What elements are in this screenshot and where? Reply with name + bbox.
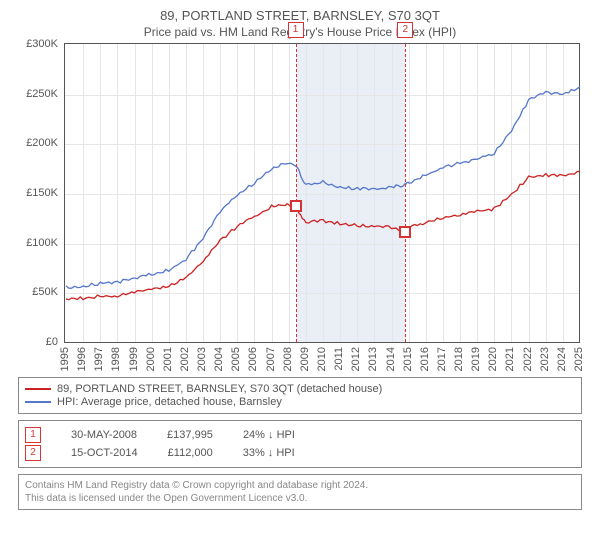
x-tick-label: 2012 [350, 347, 362, 371]
legend-row: 89, PORTLAND STREET, BARNSLEY, S70 3QT (… [25, 383, 575, 395]
x-tick-label: 1997 [93, 347, 105, 371]
x-tick-label: 2020 [487, 347, 499, 371]
legend-label: 89, PORTLAND STREET, BARNSLEY, S70 3QT (… [57, 383, 382, 395]
legend-label: HPI: Average price, detached house, Barn… [57, 396, 282, 408]
table-row: 2 15-OCT-2014 £112,000 33% ↓ HPI [25, 445, 575, 461]
callout-number-box: 1 [288, 22, 304, 38]
series-hpi [66, 87, 580, 289]
footer-line: This data is licensed under the Open Gov… [25, 492, 575, 505]
table-row: 1 30-MAY-2008 £137,995 24% ↓ HPI [25, 427, 575, 443]
legend: 89, PORTLAND STREET, BARNSLEY, S70 3QT (… [18, 377, 582, 414]
sale-delta: 24% ↓ HPI [243, 429, 295, 441]
series-property [66, 171, 580, 300]
x-tick-label: 2008 [282, 347, 294, 371]
x-tick-label: 2010 [316, 347, 328, 371]
sale-delta: 33% ↓ HPI [243, 447, 295, 459]
callout-number-box: 2 [397, 22, 413, 38]
sale-marker-icon [399, 226, 411, 238]
callout-number-icon: 2 [25, 445, 41, 461]
y-tick-label: £200K [26, 137, 58, 149]
x-tick-label: 2021 [504, 347, 516, 371]
x-tick-label: 2025 [573, 347, 585, 371]
x-tick-label: 2014 [385, 347, 397, 371]
sale-date: 30-MAY-2008 [71, 429, 137, 441]
sale-price: £137,995 [167, 429, 213, 441]
sales-table: 1 30-MAY-2008 £137,995 24% ↓ HPI 2 15-OC… [18, 420, 582, 468]
x-tick-label: 2009 [299, 347, 311, 371]
x-tick-label: 2017 [436, 347, 448, 371]
x-tick-label: 2005 [230, 347, 242, 371]
callout-dashed-line [405, 44, 406, 342]
x-tick-label: 2023 [539, 347, 551, 371]
y-axis-labels: £0£50K£100K£150K£200K£250K£300K [20, 43, 62, 343]
x-tick-label: 2004 [213, 347, 225, 371]
x-tick-label: 2024 [556, 347, 568, 371]
x-tick-label: 2022 [522, 347, 534, 371]
line-series-svg [65, 44, 581, 344]
sale-price: £112,000 [168, 447, 213, 459]
y-tick-label: £50K [32, 286, 58, 298]
y-tick-label: £100K [26, 237, 58, 249]
x-tick-label: 2011 [333, 347, 345, 371]
x-tick-label: 1996 [76, 347, 88, 371]
x-tick-label: 1998 [110, 347, 122, 371]
sale-date: 15-OCT-2014 [71, 447, 138, 459]
callout-number-icon: 1 [25, 427, 41, 443]
footer: Contains HM Land Registry data © Crown c… [18, 474, 582, 510]
legend-row: HPI: Average price, detached house, Barn… [25, 396, 575, 408]
x-tick-label: 2000 [145, 347, 157, 371]
x-axis-labels: 1995199619971998199920002001200220032004… [64, 345, 580, 373]
footer-line: Contains HM Land Registry data © Crown c… [25, 479, 575, 492]
x-tick-label: 2019 [470, 347, 482, 371]
callout-dashed-line [296, 44, 297, 342]
legend-swatch [25, 388, 51, 390]
chart-container: 89, PORTLAND STREET, BARNSLEY, S70 3QT P… [0, 0, 600, 516]
chart-title: 89, PORTLAND STREET, BARNSLEY, S70 3QT [10, 8, 590, 23]
x-tick-label: 2003 [196, 347, 208, 371]
x-tick-label: 2006 [247, 347, 259, 371]
x-tick-label: 2015 [402, 347, 414, 371]
x-tick-label: 2013 [367, 347, 379, 371]
y-tick-label: £300K [26, 38, 58, 50]
x-tick-label: 2007 [265, 347, 277, 371]
y-tick-label: £150K [26, 187, 58, 199]
x-tick-label: 2016 [419, 347, 431, 371]
x-tick-label: 1995 [59, 347, 71, 371]
plot-outer: £0£50K£100K£150K£200K£250K£300K 12 19951… [20, 43, 580, 373]
sale-marker-icon [290, 200, 302, 212]
plot-area: 12 [64, 43, 580, 343]
y-tick-label: £0 [46, 336, 58, 348]
x-tick-label: 2018 [453, 347, 465, 371]
x-tick-label: 1999 [128, 347, 140, 371]
y-tick-label: £250K [26, 88, 58, 100]
x-tick-label: 2002 [179, 347, 191, 371]
legend-swatch [25, 401, 51, 403]
x-tick-label: 2001 [162, 347, 174, 371]
